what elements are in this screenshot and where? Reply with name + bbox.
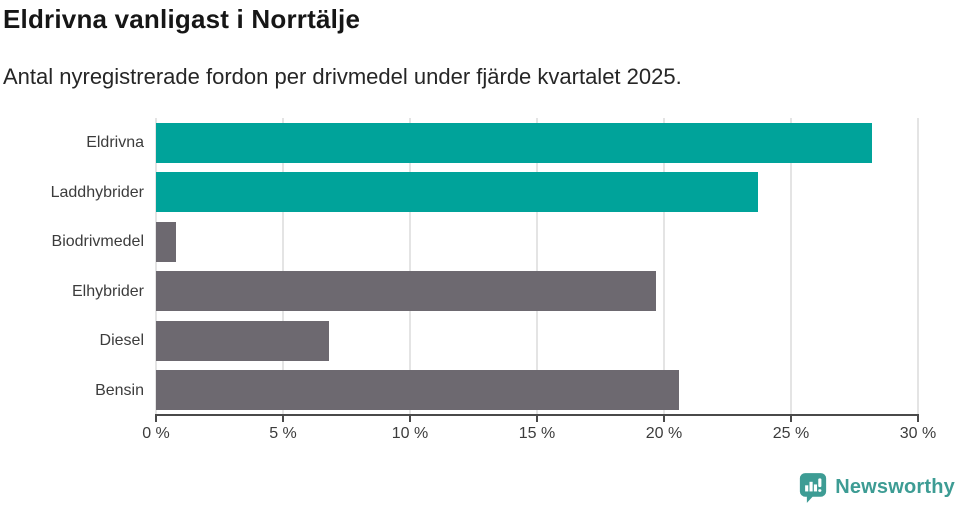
gridline xyxy=(790,118,792,415)
x-tick-mark xyxy=(282,414,284,422)
chart-subtitle: Antal nyregistrerade fordon per drivmede… xyxy=(3,64,682,89)
x-tick-label: 10 % xyxy=(391,425,429,442)
x-tick-label: 25 % xyxy=(772,425,810,442)
bar-bensin xyxy=(156,370,680,411)
newsworthy-logo-text: Newsworthy xyxy=(835,475,955,498)
gridline xyxy=(536,118,538,415)
category-label: Laddhybrider xyxy=(50,183,144,201)
bar-diesel xyxy=(156,320,329,361)
category-label: Diesel xyxy=(99,332,144,349)
plot-area xyxy=(155,118,919,415)
x-tick-mark xyxy=(917,414,919,422)
gridline xyxy=(155,118,157,415)
y-axis-category-labels: Eldrivna Laddhybrider Biodrivmedel Elhybrid… xyxy=(0,118,144,415)
category-label: Eldrivna xyxy=(86,134,144,151)
x-tick-label: 5 % xyxy=(269,425,297,442)
x-tick-label: 30 % xyxy=(899,425,937,442)
gridline xyxy=(282,118,284,415)
bar-laddhybrider xyxy=(156,172,758,213)
x-tick-mark xyxy=(663,414,665,422)
bar-elhybrider xyxy=(156,271,657,312)
bar-biodrivmedel xyxy=(156,221,177,262)
gridline xyxy=(917,118,919,415)
gridline xyxy=(663,118,665,415)
newsworthy-logo-icon xyxy=(800,472,827,503)
category-label: Biodrivmedel xyxy=(51,233,144,250)
newsworthy-logo: Newsworthy xyxy=(799,471,955,503)
x-tick-label: 20 % xyxy=(645,425,683,442)
x-tick-mark xyxy=(155,414,157,422)
x-tick-mark xyxy=(536,414,538,422)
bar-eldrivna xyxy=(156,122,873,163)
x-tick-label: 15 % xyxy=(518,425,556,442)
x-tick-mark xyxy=(790,414,792,422)
chart-title: Eldrivna vanligast i Norrtälje xyxy=(3,4,361,34)
category-label: Bensin xyxy=(95,381,144,399)
category-label: Elhybrider xyxy=(71,282,144,300)
x-tick-mark xyxy=(409,414,411,422)
x-axis: 0 % 5 % 10 % 15 % 20 % 25 % 30 % xyxy=(142,414,936,454)
x-tick-label: 0 % xyxy=(142,425,170,442)
gridline xyxy=(409,118,411,415)
